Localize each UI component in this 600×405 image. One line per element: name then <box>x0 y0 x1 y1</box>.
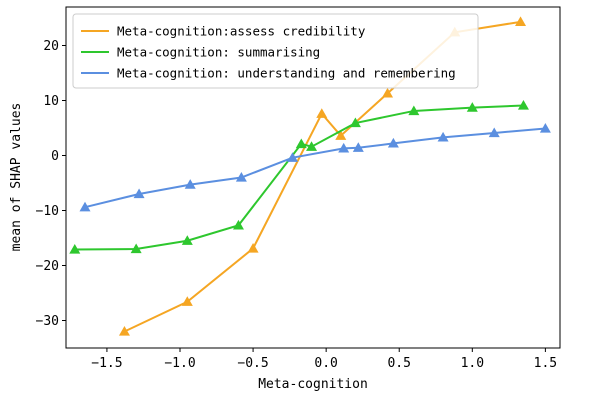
y-tick-label: −30 <box>36 314 59 329</box>
data-point-marker <box>517 99 529 110</box>
data-point-marker <box>79 201 91 212</box>
x-tick-label: 1.0 <box>461 356 484 371</box>
data-point-marker <box>466 102 478 112</box>
x-tick-label: −0.5 <box>237 356 268 371</box>
data-point-marker <box>437 131 449 142</box>
data-point-marker <box>335 130 347 140</box>
data-point-marker <box>349 117 361 128</box>
data-point-marker <box>306 141 318 151</box>
legend-item: Meta-cognition: summarising <box>81 45 320 60</box>
data-point-marker <box>130 243 142 254</box>
legend-item: Meta-cognition: understanding and rememb… <box>81 66 456 81</box>
x-tick-label: 0.5 <box>387 356 410 371</box>
data-point-marker <box>287 152 299 162</box>
data-point-marker <box>316 108 328 118</box>
legend: Meta-cognition:assess credibility Meta-co… <box>72 13 479 89</box>
y-tick-label: −20 <box>36 259 59 274</box>
data-point-marker <box>515 16 527 26</box>
legend-label: Meta-cognition: understanding and rememb… <box>117 66 456 81</box>
legend-label: Meta-cognition: summarising <box>117 45 320 60</box>
y-tick-label: 20 <box>43 39 59 54</box>
data-point-marker <box>295 138 307 149</box>
y-tick-label: 0 <box>51 149 59 164</box>
plot-frame <box>65 6 561 349</box>
data-point-marker <box>488 127 500 138</box>
data-point-marker <box>247 242 259 253</box>
y-tick-label: 10 <box>43 94 59 109</box>
x-tick-label: 0.0 <box>314 356 337 371</box>
data-point-marker <box>69 244 81 254</box>
legend-label: Meta-cognition:assess credibility <box>117 24 366 39</box>
y-ticks: −30 −20 −10 0 10 20 <box>36 39 66 329</box>
data-point-marker <box>539 123 551 133</box>
x-tick-label: 1.5 <box>534 356 557 371</box>
data-point-marker <box>118 326 130 336</box>
y-tick-label: −10 <box>36 204 59 219</box>
series-2 <box>69 99 529 254</box>
data-point-marker <box>184 179 196 189</box>
data-point-marker <box>387 137 399 148</box>
data-point-marker <box>235 172 247 182</box>
data-point-marker <box>133 188 145 199</box>
series-line <box>74 104 524 251</box>
series-line <box>84 127 546 209</box>
data-point-marker <box>181 235 193 245</box>
axes-layer <box>65 6 561 349</box>
data-point-marker <box>338 142 350 153</box>
x-ticks: −1.5 −1.0 −0.5 0.0 0.5 1.0 1.5 <box>91 348 557 371</box>
legend-box <box>72 13 479 89</box>
x-axis-label: Meta-cognition <box>258 377 368 392</box>
data-point-marker <box>382 87 394 98</box>
data-point-marker <box>232 219 244 230</box>
x-tick-label: −1.0 <box>164 356 195 371</box>
legend-item: Meta-cognition:assess credibility <box>81 24 366 39</box>
data-point-marker <box>408 105 420 116</box>
x-tick-label: −1.5 <box>91 356 122 371</box>
data-point-marker <box>352 142 364 152</box>
series-3 <box>79 123 551 212</box>
data-point-marker <box>181 296 193 306</box>
y-axis-label: mean of SHAP values <box>9 103 24 252</box>
